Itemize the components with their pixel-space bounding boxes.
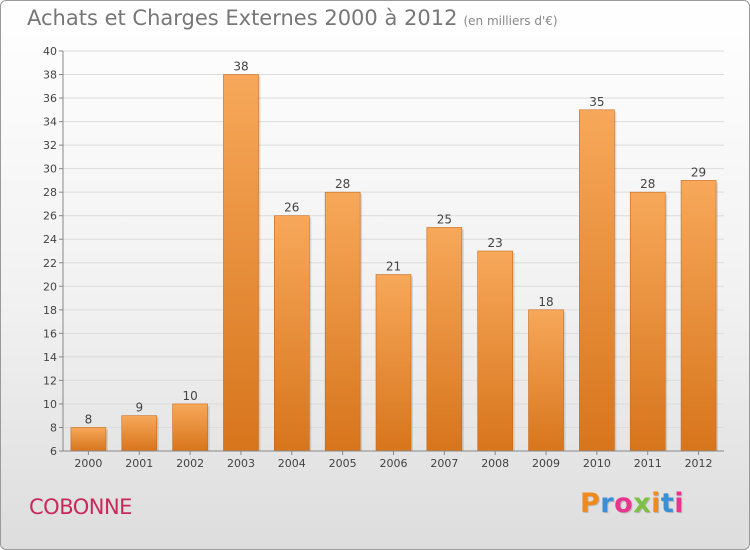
x-tick-label: 2011 <box>634 457 662 470</box>
chart-title-text: Achats et Charges Externes 2000 à 2012 <box>27 6 458 30</box>
bar-2010 <box>579 109 615 452</box>
x-tick-label: 2008 <box>481 457 509 470</box>
x-tick-label: 2003 <box>227 457 255 470</box>
y-tick-label: 6 <box>50 445 57 458</box>
y-tick-label: 34 <box>43 116 57 129</box>
y-tick-label: 24 <box>43 233 57 246</box>
x-tick-label: 2004 <box>278 457 306 470</box>
bar-2012 <box>680 180 717 452</box>
y-tick-label: 22 <box>43 257 57 270</box>
x-tick-label: 2006 <box>380 457 408 470</box>
y-tick-label: 36 <box>43 92 57 105</box>
bar-2005 <box>324 191 361 452</box>
logo-letter: x <box>633 488 652 519</box>
data-label: 29 <box>691 165 706 179</box>
data-label: 28 <box>640 177 655 191</box>
logo-letter: o <box>614 488 634 519</box>
x-tick-label: 2000 <box>74 457 102 470</box>
logo-letter: i <box>674 488 685 519</box>
x-tick-label: 2005 <box>329 457 357 470</box>
x-tick-label: 2001 <box>125 457 153 470</box>
data-label: 21 <box>386 260 401 274</box>
x-tick-label: 2009 <box>532 457 560 470</box>
x-tick-label: 2007 <box>430 457 458 470</box>
commune-name: COBONNE <box>29 495 132 519</box>
bar-2007 <box>426 227 463 452</box>
y-tick-label: 10 <box>43 398 57 411</box>
bar-2009 <box>528 309 564 452</box>
data-label: 10 <box>182 389 197 403</box>
bars <box>70 74 719 452</box>
x-tick-label: 2012 <box>685 457 713 470</box>
y-tick-label: 30 <box>43 163 57 176</box>
data-labels: 8 9 10 38 26 28 21 25 23 18 35 28 29 <box>85 60 707 427</box>
bar-2004 <box>274 215 310 452</box>
data-label: 28 <box>335 177 350 191</box>
data-label: 26 <box>284 201 299 215</box>
bar-2003 <box>223 74 259 452</box>
data-label: 18 <box>538 295 553 309</box>
logo-letter: r <box>600 488 615 519</box>
data-label: 23 <box>488 236 503 250</box>
bar-2001 <box>121 415 158 452</box>
axes: 6 8 10 12 14 16 18 20 22 24 26 28 30 32 34 36 38 40 2000 20… <box>43 45 724 470</box>
logo-letter: P <box>580 488 601 519</box>
bar-2002 <box>172 403 208 452</box>
y-tick-label: 18 <box>43 304 57 317</box>
y-tick-label: 40 <box>43 45 57 58</box>
data-label: 35 <box>589 95 604 109</box>
y-tick-label: 20 <box>43 280 57 293</box>
logo-letter: i <box>651 488 661 519</box>
data-label: 9 <box>135 401 143 415</box>
x-tick-label: 2002 <box>176 457 204 470</box>
y-tick-label: 8 <box>50 421 57 434</box>
bar-2006 <box>375 274 412 452</box>
y-tick-label: 14 <box>43 351 57 364</box>
bar-2000 <box>70 427 107 452</box>
y-tick-label: 26 <box>43 210 57 223</box>
y-tick-label: 38 <box>43 69 57 82</box>
proxiti-logo: Proxiti <box>580 488 684 519</box>
y-tick-label: 28 <box>43 186 57 199</box>
bar-2011 <box>629 191 666 452</box>
data-label: 38 <box>233 60 248 74</box>
y-tick-label: 16 <box>43 327 57 340</box>
data-label: 8 <box>85 412 93 426</box>
y-tick-label: 32 <box>43 139 57 152</box>
data-label: 25 <box>437 212 452 226</box>
y-tick-label: 12 <box>43 374 57 387</box>
chart-subtitle: (en milliers d'€) <box>463 14 558 28</box>
logo-letter: t <box>660 488 675 519</box>
bar-2008 <box>477 250 513 452</box>
chart-title: Achats et Charges Externes 2000 à 2012 (e… <box>27 6 558 30</box>
x-tick-label: 2010 <box>583 457 611 470</box>
